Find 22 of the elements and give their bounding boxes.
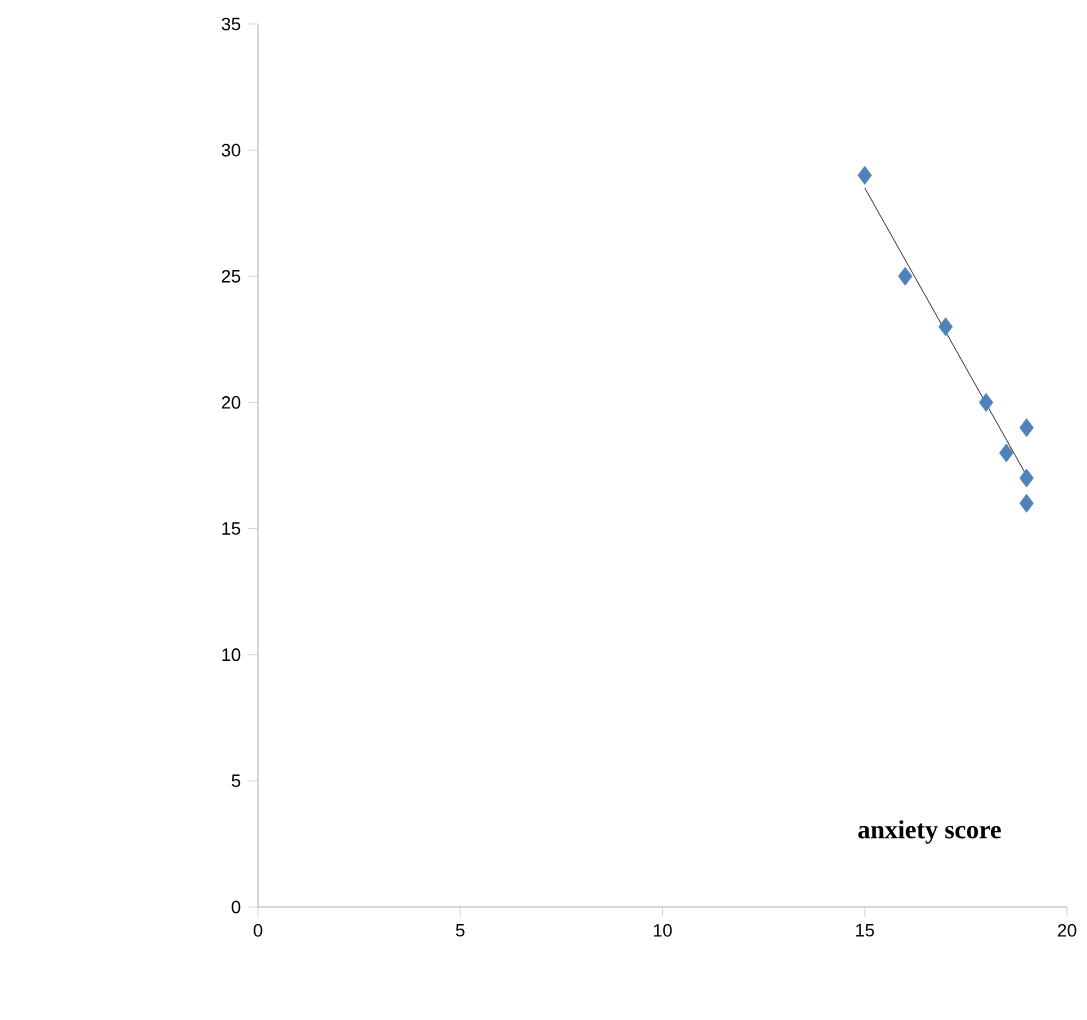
y-tick-label: 30 — [221, 143, 241, 157]
x-tick-label: 15 — [856, 924, 874, 937]
point — [898, 266, 913, 286]
point — [857, 165, 872, 185]
point — [1019, 493, 1034, 513]
annotation: anxiety score — [858, 820, 1001, 844]
y-tick-label: 20 — [221, 396, 241, 409]
x-tick-label: 20 — [1057, 924, 1077, 937]
x-tick-label: 5 — [455, 924, 465, 937]
x-tick-label: 0 — [253, 924, 263, 937]
point — [1019, 468, 1034, 488]
x-tick-label: 10 — [653, 924, 672, 937]
y-tick-label: 25 — [221, 269, 241, 283]
point — [999, 443, 1014, 463]
point — [1019, 418, 1034, 438]
y-tick-label: 0 — [231, 900, 241, 914]
point — [938, 317, 953, 337]
y-tick-label: 5 — [231, 774, 241, 788]
y-tick-label: 10 — [222, 648, 241, 662]
y-tick-label: 15 — [222, 522, 241, 535]
point — [978, 393, 994, 412]
y-tick-label: 35 — [221, 17, 241, 31]
